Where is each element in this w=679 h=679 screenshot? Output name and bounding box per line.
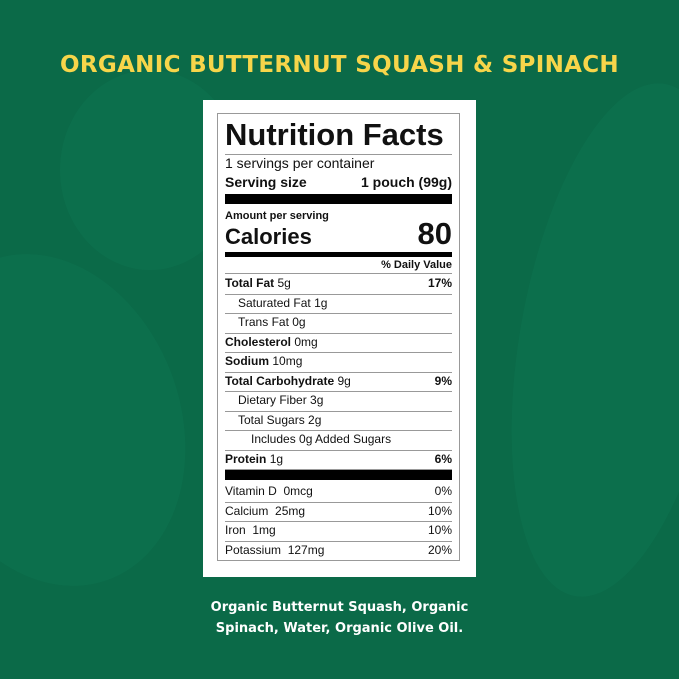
nutrient-amount: 10mg [272,354,303,368]
serving-size-value: 1 pouch (99g) [360,174,452,190]
nutrient-amount: 3g [310,393,324,407]
vitamin-name: Potassium 127mg [225,541,324,561]
nutrient-row: Trans Fat 0g [225,313,452,334]
nutrient-label: Total Carbohydrate [225,373,335,388]
nutrient-label: Protein [225,451,267,466]
label-heading: Nutrition Facts [225,117,452,155]
nutrient-row: Includes 0g Added Sugars [225,430,452,451]
product-title: ORGANIC BUTTERNUT SQUASH & SPINACH [60,52,619,78]
nutrient-row: Total Sugars 2g [225,411,452,431]
serving-size-label: Serving size [225,174,307,190]
vitamin-dv: 10% [427,523,452,537]
nutrient-name: Dietary Fiber 3g [225,391,323,411]
vitamin-dv: 0% [434,484,452,498]
nutrient-row: Cholesterol 0mg [225,333,452,353]
daily-value-header: % Daily Value [225,257,452,274]
vitamin-amount: 1mg [252,523,276,537]
thick-divider [225,194,452,204]
nutrient-row: Total Carbohydrate 9g 9% [225,372,452,392]
vitamin-label: Vitamin D [225,484,277,498]
nutrient-label: Sodium [225,354,269,368]
nutrient-name: Saturated Fat 1g [225,294,327,314]
nutrient-label: Trans Fat [238,315,289,329]
vitamin-row: Potassium 127mg 20% [225,541,452,561]
nutrient-amount: 1g [314,295,328,310]
medium-divider [225,252,452,257]
vitamin-row: Iron 1mg 10% [225,521,452,542]
nutrient-label: Dietary Fiber [238,393,307,407]
vitamin-dv: 20% [427,542,452,557]
amount-per-serving: Amount per serving [225,210,329,222]
leaf-decoration [476,66,679,614]
nutrient-name: Includes 0g Added Sugars [225,430,391,450]
leaf-decoration [0,215,231,625]
nutrition-facts-label: Nutrition Facts 1 servings per container… [217,113,460,561]
nutrient-label: Total Fat [225,276,275,290]
vitamin-amount: 127mg [287,542,325,557]
vitamin-label: Calcium [225,503,269,518]
vitamin-name: Vitamin D 0mcg [225,482,313,502]
nutrient-row: Protein 1g 6% [225,450,452,470]
nutrient-dv: 9% [434,373,452,388]
nutrient-name: Trans Fat 0g [225,313,306,333]
nutrient-name: Total Fat 5g [225,274,291,294]
vitamin-amount: 25mg [275,503,306,518]
nutrient-amount: 1g [269,451,284,466]
thick-divider [225,470,452,480]
calories: Calories 80 [225,218,452,250]
nutrient-row: Saturated Fat 1g [225,294,452,314]
nutrient-label: Total Sugars [238,412,305,427]
nutrient-name: Total Carbohydrate 9g [225,372,351,392]
nutrient-amount: 9g [337,373,351,388]
nutrient-dv: 6% [434,451,452,466]
nutrient-label: Saturated Fat [238,295,311,310]
ingredients: Organic Butternut Squash, Organic Spinac… [0,597,679,639]
vitamin-label: Potassium [225,542,282,557]
nutrient-name: Protein 1g [225,450,283,470]
nutrient-label: Includes 0g Added Sugars [251,432,392,446]
vitamin-label: Iron [225,523,246,537]
vitamin-name: Calcium 25mg [225,502,305,522]
vitamin-dv: 10% [427,503,452,518]
nutrient-name: Cholesterol 0mg [225,333,318,353]
nutrient-label: Cholesterol [225,334,292,349]
nutrient-row: Total Fat 5g 17% [225,274,452,295]
servings-per-container: 1 servings per container [225,155,375,171]
ingredients-line: Spinach, Water, Organic Olive Oil. [215,621,464,636]
nutrition-card: Nutrition Facts 1 servings per container… [203,100,476,577]
nutrient-dv: 17% [427,276,452,290]
nutrient-row: Dietary Fiber 3g [225,391,452,412]
calories-value: 80 [417,216,452,251]
ingredients-line: Organic Butternut Squash, Organic [210,600,469,615]
vitamin-row: Vitamin D 0mcg 0% [225,482,452,503]
nutrient-row: Sodium 10mg [225,352,452,373]
calories-label: Calories [225,224,312,249]
nutrient-amount: 2g [308,412,322,427]
nutrient-name: Sodium 10mg [225,352,302,372]
nutrient-amount: 0mg [294,334,318,349]
vitamin-name: Iron 1mg [225,521,276,541]
vitamin-row: Calcium 25mg 10% [225,502,452,522]
nutrient-amount: 0g [292,315,306,329]
nutrient-name: Total Sugars 2g [225,411,321,431]
serving-size: Serving size 1 pouch (99g) [225,174,452,190]
nutrient-amount: 5g [277,276,291,290]
vitamin-amount: 0mcg [283,484,313,498]
